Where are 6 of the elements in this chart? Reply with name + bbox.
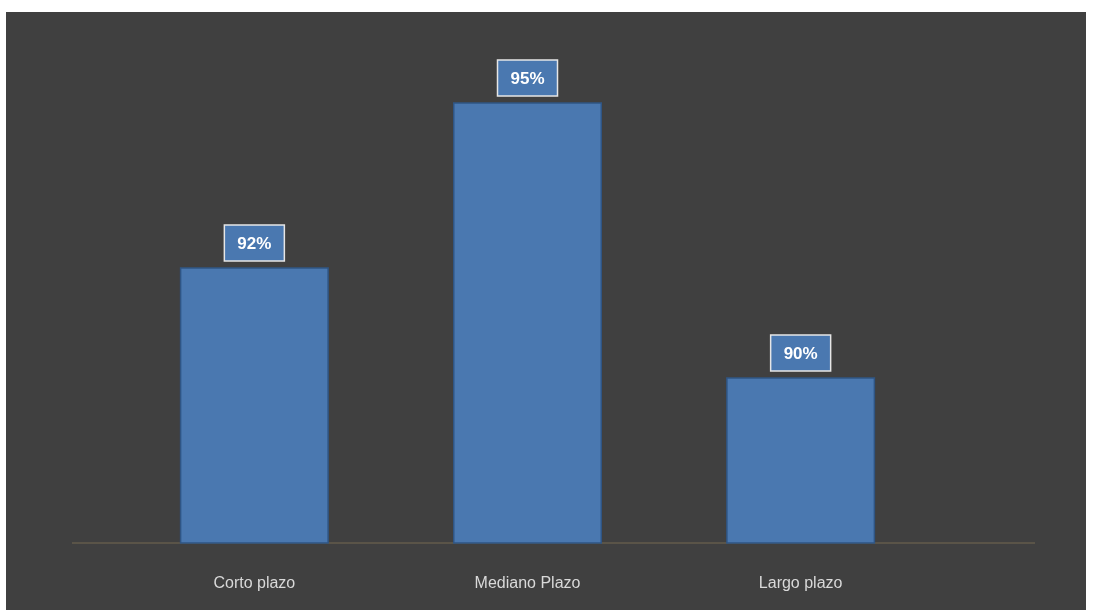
x-tick-label: Largo plazo xyxy=(758,574,843,591)
data-label: 90% xyxy=(783,344,818,363)
data-label: 95% xyxy=(510,69,545,88)
x-tick-label: Mediano Plazo xyxy=(474,574,581,591)
data-label: 92% xyxy=(237,234,272,253)
x-tick-label: Corto plazo xyxy=(213,574,296,591)
